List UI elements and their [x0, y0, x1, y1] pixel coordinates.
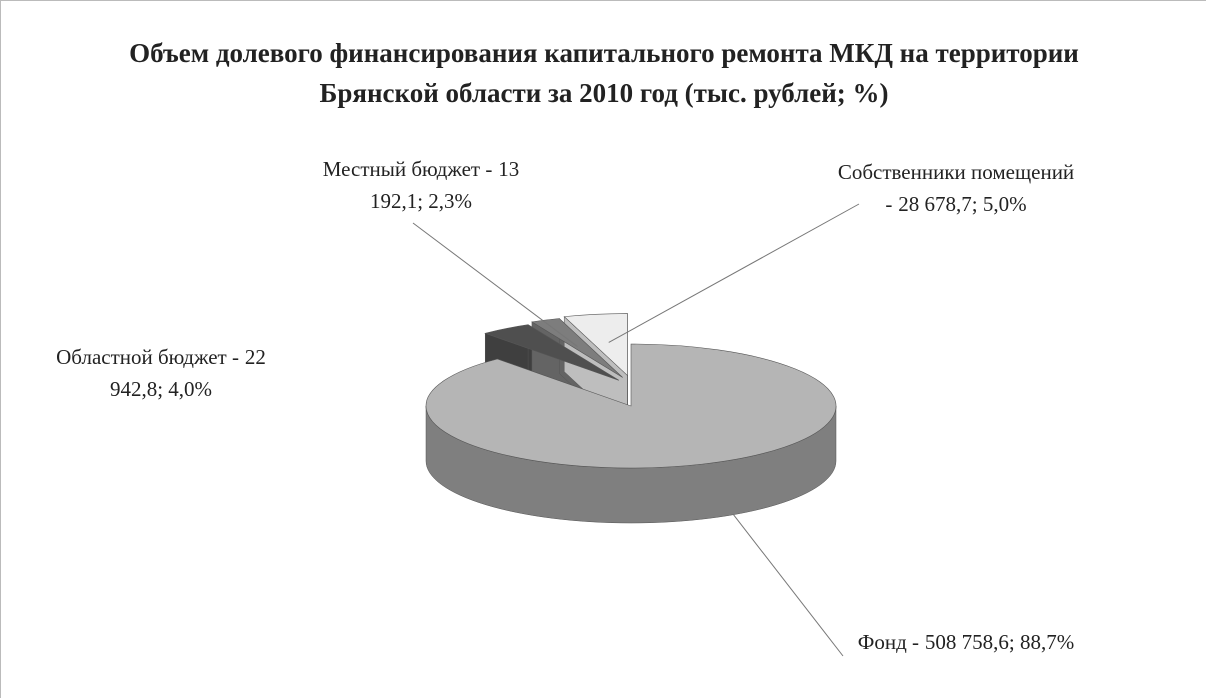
chart-title: Объем долевого финансирования капитально… [129, 38, 1079, 108]
value-label: 13 192,1; 2,3% [369, 157, 520, 213]
category-label: Местный бюджет - [322, 157, 493, 181]
data-label: Областной бюджет -22 942,8; 4,0% [31, 341, 291, 405]
data-label: Собственники помещений -28 678,7; 5,0% [836, 156, 1076, 220]
data-label: Местный бюджет -13 192,1; 2,3% [296, 153, 546, 217]
leader-line [733, 514, 844, 657]
slice [531, 318, 623, 378]
value-label: 22 942,8; 4,0% [109, 345, 266, 401]
category-label: Собственники помещений - [837, 160, 1075, 216]
leader-line [412, 222, 578, 347]
value-label: 28 678,7; 5,0% [898, 192, 1027, 216]
slice [563, 313, 628, 377]
value-label: 508 758,6; 88,7% [924, 630, 1075, 654]
leader-line [608, 203, 860, 343]
slice [425, 343, 837, 469]
data-label: Фонд -508 758,6; 88,7% [831, 626, 1101, 658]
category-label: Фонд - [857, 630, 920, 654]
category-label: Областной бюджет - [56, 345, 239, 369]
slice [484, 324, 620, 381]
